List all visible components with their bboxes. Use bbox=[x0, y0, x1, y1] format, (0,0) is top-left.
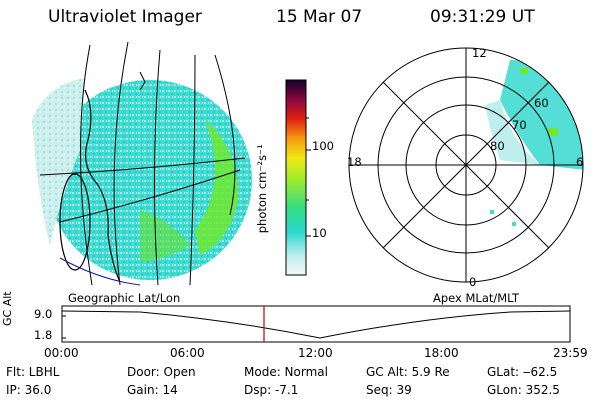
apex-panel-label: Apex MLat/MLT bbox=[433, 291, 520, 305]
gain-info: Gain: 14 bbox=[127, 383, 178, 397]
time-tick-2359: 23:59 bbox=[553, 346, 588, 360]
mlat-label-80: 80 bbox=[490, 139, 505, 153]
coastline bbox=[59, 71, 146, 286]
mode-info: Mode: Normal bbox=[244, 365, 328, 379]
mlat-label-70: 70 bbox=[512, 118, 527, 132]
globe-grid-lines bbox=[39, 41, 246, 286]
date-label: 15 Mar 07 bbox=[276, 7, 363, 27]
altitude-ytick-1-8: 1.8 bbox=[34, 328, 53, 342]
mlt-label-6: 6 bbox=[576, 155, 584, 169]
filter-info: Flt: LBHL bbox=[6, 365, 60, 379]
altitude-plot-frame bbox=[61, 305, 571, 343]
glon-info: GLon: 352.5 bbox=[487, 383, 560, 397]
colorbar-gradient bbox=[285, 79, 307, 276]
polar-grid bbox=[348, 47, 584, 283]
gc-alt-info: GC Alt: 5.9 Re bbox=[366, 365, 450, 379]
time-tick-1200: 12:00 bbox=[298, 346, 333, 360]
altitude-curve bbox=[61, 310, 571, 339]
colorbar-tick-100: 100 bbox=[312, 139, 334, 153]
ip-info: IP: 36.0 bbox=[6, 383, 52, 397]
time-tick-0600: 06:00 bbox=[170, 346, 205, 360]
time-tick-0000: 00:00 bbox=[44, 346, 79, 360]
altitude-ytick-9: 9.0 bbox=[34, 307, 53, 321]
time-label: 09:31:29 UT bbox=[430, 7, 535, 27]
mlt-label-0: 0 bbox=[469, 275, 477, 289]
dsp-info: Dsp: -7.1 bbox=[244, 383, 299, 397]
door-info: Door: Open bbox=[127, 365, 196, 379]
instrument-title: Ultraviolet Imager bbox=[48, 7, 202, 27]
seq-info: Seq: 39 bbox=[366, 383, 412, 397]
altitude-ylabel: GC Alt bbox=[1, 291, 14, 326]
mlt-label-12: 12 bbox=[472, 46, 487, 60]
globe-emission bbox=[32, 78, 252, 280]
glat-info: GLat: ‒62.5 bbox=[487, 365, 558, 379]
time-tick-1800: 18:00 bbox=[424, 346, 459, 360]
mlat-label-60: 60 bbox=[534, 96, 549, 110]
mlt-label-18: 18 bbox=[347, 155, 362, 169]
geographic-panel-label: Geographic Lat/Lon bbox=[68, 291, 181, 305]
colorbar-tick-10: 10 bbox=[312, 226, 327, 240]
